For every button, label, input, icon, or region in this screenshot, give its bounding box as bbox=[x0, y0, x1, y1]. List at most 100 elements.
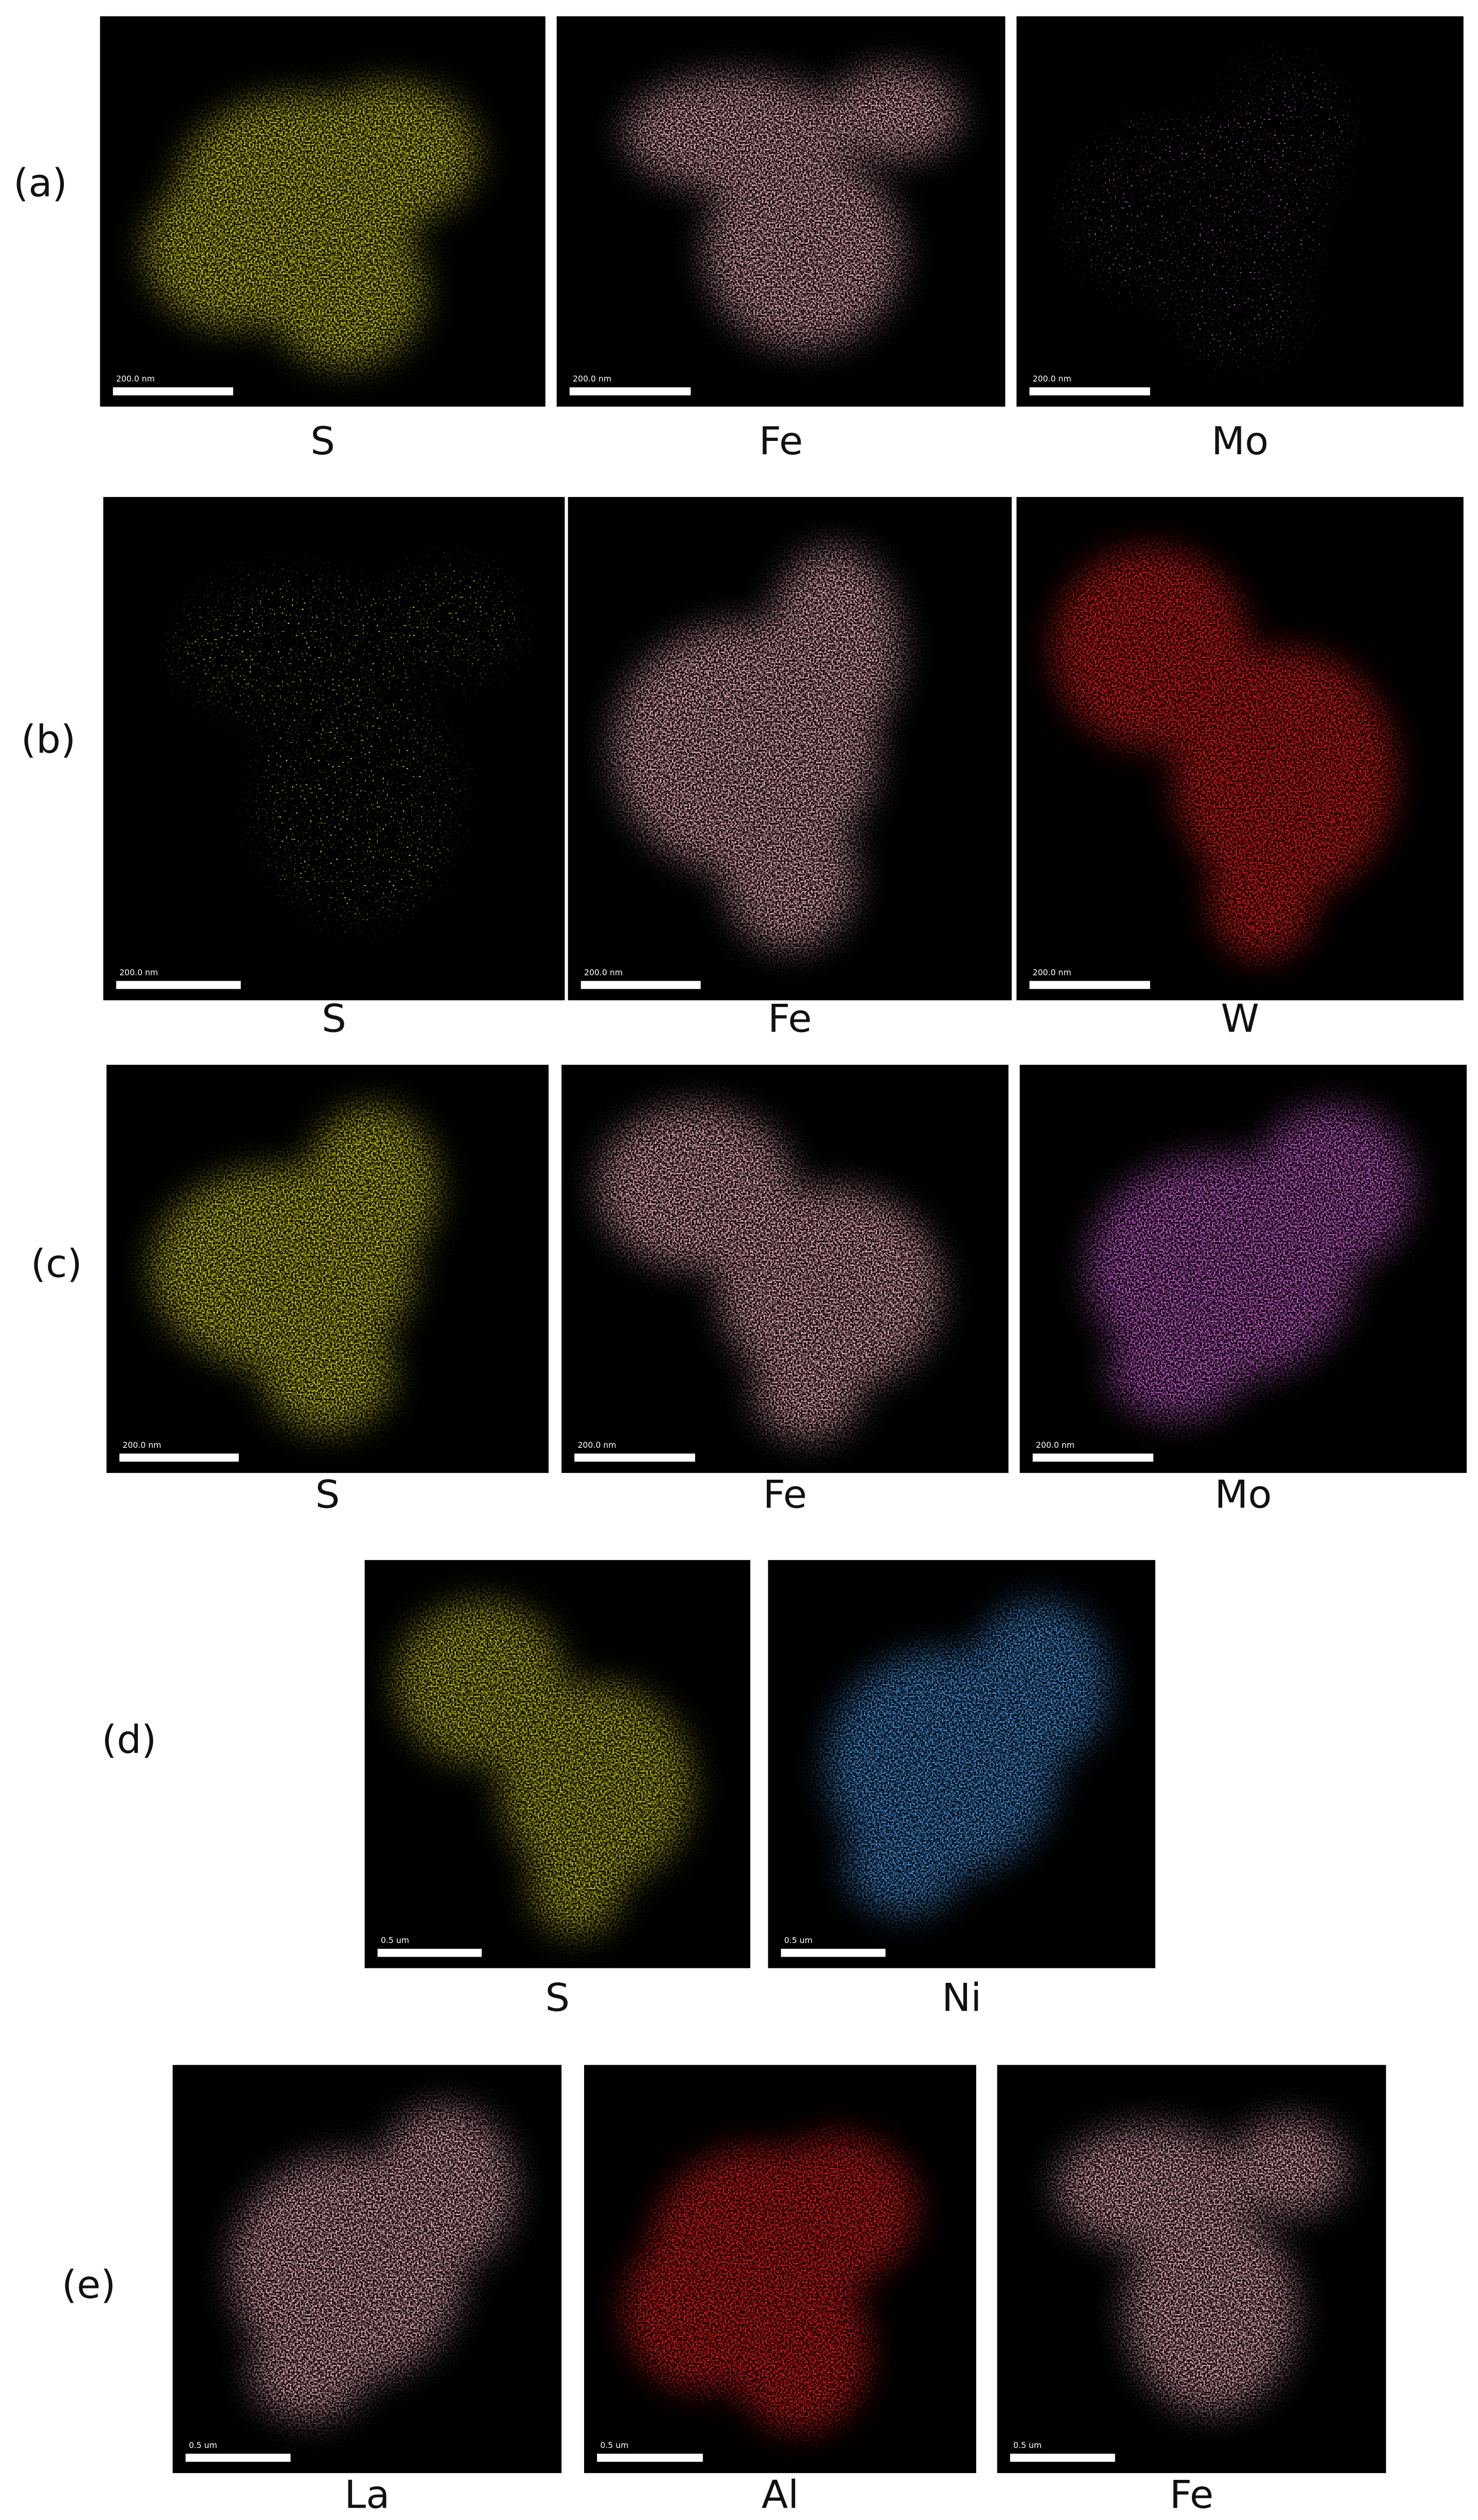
element-label: La bbox=[344, 2472, 390, 2517]
scale-bar-label: 0.5 um bbox=[189, 2440, 217, 2450]
map-signal bbox=[144, 82, 479, 368]
panel-label: (a) bbox=[13, 160, 67, 205]
signal-blob bbox=[1252, 1105, 1413, 1269]
map-signal bbox=[612, 547, 901, 950]
element-map: 200.0 nm bbox=[1019, 1064, 1467, 1473]
signal-blob bbox=[1218, 55, 1352, 212]
element-map: 200.0 nm bbox=[103, 496, 565, 1001]
map-signal bbox=[826, 1601, 1109, 1915]
signal-blob bbox=[499, 1682, 693, 1887]
element-label: S bbox=[310, 418, 335, 464]
panel-label: (c) bbox=[31, 1241, 82, 1286]
map-signal bbox=[150, 1105, 438, 1432]
panel-label: (b) bbox=[21, 717, 76, 762]
map-signal bbox=[1052, 547, 1397, 960]
element-label: Al bbox=[762, 2472, 799, 2517]
signal-blob bbox=[265, 211, 426, 368]
scale-bar bbox=[116, 981, 241, 989]
signal-blob bbox=[767, 547, 901, 749]
element-map: 200.0 nm bbox=[106, 1064, 549, 1473]
scale-bar bbox=[1032, 1453, 1154, 1462]
signal-blob bbox=[753, 1342, 861, 1441]
map-signal bbox=[1086, 1105, 1413, 1420]
element-label: Fe bbox=[768, 996, 812, 1041]
element-label: Mo bbox=[1211, 418, 1269, 464]
signal-blob bbox=[380, 562, 519, 683]
scale-bar-label: 0.5 um bbox=[381, 1936, 409, 1945]
map-signal bbox=[597, 1105, 942, 1441]
scale-bar-label: 200.0 nm bbox=[122, 1440, 161, 1450]
element-label: Mo bbox=[1215, 1471, 1272, 1517]
scale-bar-label: 200.0 nm bbox=[1033, 374, 1071, 384]
scale-bar-label: 200.0 nm bbox=[119, 967, 158, 977]
signal-blob bbox=[718, 1187, 942, 1392]
map-signal bbox=[623, 2134, 918, 2433]
scale-bar-label: 200.0 nm bbox=[577, 1440, 616, 1450]
signal-blob bbox=[1125, 2208, 1297, 2412]
signal-blob bbox=[969, 1601, 1109, 1764]
scale-bar-label: 200.0 nm bbox=[584, 967, 623, 977]
scale-bar bbox=[377, 1948, 482, 1957]
signal-blob bbox=[255, 673, 459, 925]
element-map: 0.5 um bbox=[997, 2065, 1386, 2473]
map-signal bbox=[1061, 55, 1352, 368]
map-signal bbox=[172, 562, 519, 925]
panel-label: (e) bbox=[62, 2262, 116, 2308]
element-label: Ni bbox=[942, 1975, 981, 2020]
signal-blob bbox=[729, 2269, 871, 2433]
signal-blob bbox=[1173, 250, 1307, 368]
scale-bar bbox=[781, 1948, 886, 1957]
scale-bar-label: 0.5 um bbox=[600, 2440, 628, 2450]
element-label: W bbox=[1221, 996, 1259, 1041]
element-map: 200.0 nm bbox=[556, 16, 1006, 407]
signal-blob bbox=[1109, 1322, 1243, 1420]
element-map: 0.5 um bbox=[768, 1560, 1155, 1968]
scale-bar-label: 0.5 um bbox=[784, 1936, 813, 1945]
scale-bar bbox=[119, 1453, 239, 1462]
element-map: 0.5 um bbox=[364, 1560, 750, 1968]
scale-bar bbox=[597, 2454, 703, 2462]
element-map: 200.0 nm bbox=[1016, 496, 1464, 1001]
map-signal bbox=[395, 1601, 693, 1936]
panel-label: (d) bbox=[102, 1717, 156, 1762]
scale-bar bbox=[113, 387, 234, 396]
element-label: Fe bbox=[759, 418, 803, 464]
signal-blob bbox=[705, 153, 902, 348]
map-signal bbox=[1055, 2118, 1347, 2412]
scale-bar-label: 200.0 nm bbox=[116, 374, 155, 384]
signal-blob bbox=[723, 798, 857, 950]
scale-bar-label: 200.0 nm bbox=[1033, 967, 1071, 977]
element-map: 0.5 um bbox=[584, 2065, 976, 2473]
element-label: S bbox=[315, 1471, 340, 1517]
scale-bar-label: 200.0 nm bbox=[1036, 1440, 1075, 1450]
scale-bar bbox=[1029, 387, 1150, 396]
signal-blob bbox=[760, 2134, 918, 2281]
signal-blob bbox=[250, 2322, 367, 2420]
signal-blob bbox=[1230, 2118, 1347, 2216]
element-map: 200.0 nm bbox=[1016, 16, 1464, 407]
scale-bar-label: 200.0 nm bbox=[573, 374, 611, 384]
signal-blob bbox=[375, 2105, 515, 2269]
scale-bar bbox=[1029, 981, 1150, 989]
scale-bar bbox=[580, 981, 701, 989]
signal-blob bbox=[825, 67, 961, 161]
element-label: Fe bbox=[1170, 2472, 1213, 2517]
scale-bar bbox=[1010, 2454, 1115, 2462]
signal-blob bbox=[261, 1309, 394, 1432]
signal-blob bbox=[845, 1817, 962, 1915]
element-label: S bbox=[545, 1975, 570, 2020]
element-map: 200.0 nm bbox=[568, 496, 1012, 1001]
scale-bar-label: 0.5 um bbox=[1013, 2440, 1042, 2450]
element-label: Fe bbox=[763, 1471, 807, 1517]
scale-bar bbox=[185, 2454, 291, 2462]
map-signal bbox=[231, 2105, 515, 2420]
element-map: 200.0 nm bbox=[561, 1064, 1009, 1473]
signal-blob bbox=[1208, 839, 1316, 960]
signal-blob bbox=[1173, 648, 1397, 900]
map-signal bbox=[624, 67, 961, 348]
element-map: 0.5 um bbox=[172, 2065, 562, 2473]
signal-blob bbox=[300, 82, 479, 223]
signal-blob bbox=[530, 1837, 623, 1936]
signal-blob bbox=[305, 1105, 438, 1269]
